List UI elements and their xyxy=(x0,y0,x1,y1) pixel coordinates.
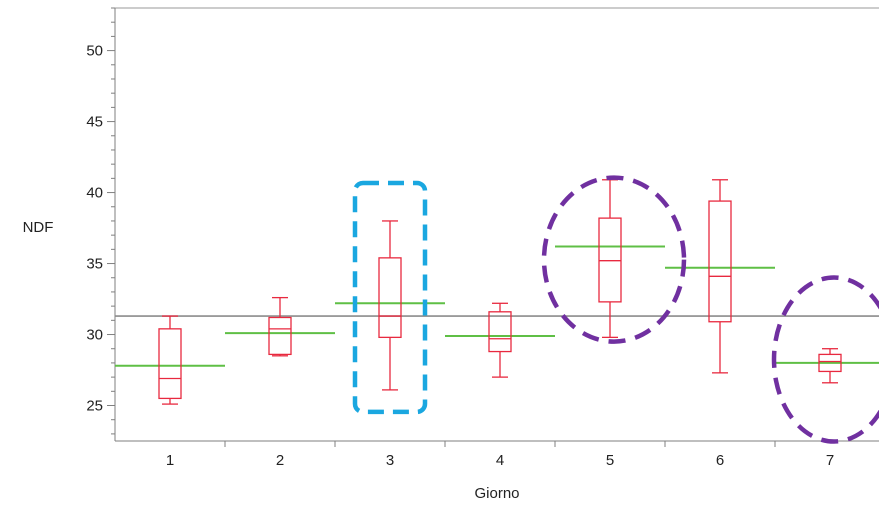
x-tick-label: 5 xyxy=(606,452,614,469)
y-axis-title: NDF xyxy=(23,219,54,236)
box-group xyxy=(555,179,665,339)
box-group xyxy=(335,220,445,391)
x-tick-label: 1 xyxy=(166,452,174,469)
box-series xyxy=(115,179,879,405)
x-tick-label: 3 xyxy=(386,452,394,469)
y-tick-label: 40 xyxy=(86,185,103,202)
y-tick-label: 30 xyxy=(86,327,103,344)
highlight-rectangle xyxy=(352,180,428,415)
iqr-box xyxy=(488,311,512,353)
box-group xyxy=(665,179,775,374)
x-axis-title: Giorno xyxy=(474,485,519,502)
box-group xyxy=(775,348,879,384)
highlight-circle xyxy=(541,175,687,344)
iqr-box xyxy=(598,217,622,303)
x-tick-label: 7 xyxy=(826,452,834,469)
iqr-box xyxy=(268,316,292,356)
x-tick-label: 6 xyxy=(716,452,724,469)
highlight-annotations xyxy=(352,175,879,444)
y-tick-label: 35 xyxy=(86,256,103,273)
iqr-box xyxy=(158,328,182,400)
box-group xyxy=(225,296,335,357)
iqr-box xyxy=(378,257,402,339)
highlight-circle xyxy=(771,275,879,444)
box-group xyxy=(115,315,225,405)
x-tick-label: 4 xyxy=(496,452,504,469)
y-tick-label: 25 xyxy=(86,398,103,415)
iqr-box xyxy=(708,200,732,323)
x-axis: 1 2 3 4 5 6 7 xyxy=(166,441,834,469)
box-group xyxy=(445,302,555,378)
iqr-box xyxy=(818,353,842,373)
x-tick-label: 2 xyxy=(276,452,284,469)
y-tick-label: 50 xyxy=(86,43,103,60)
plot-frame xyxy=(114,7,879,442)
y-tick-label: 45 xyxy=(86,114,103,131)
y-axis: 25 30 35 40 45 50 xyxy=(86,7,115,435)
